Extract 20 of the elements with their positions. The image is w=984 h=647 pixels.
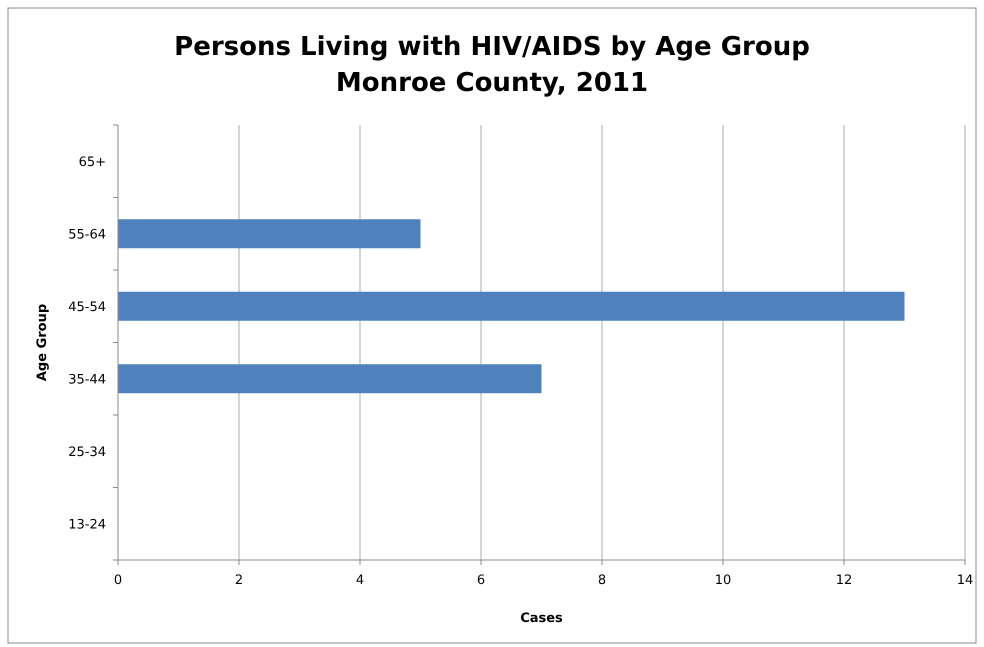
x-tick-label: 2: [234, 573, 244, 588]
y-tick-label: 55-64: [68, 227, 106, 242]
chart-title: Persons Living with HIV/AIDS by Age Group Monroe County, 2011: [174, 32, 810, 98]
y-tick-label: 45-54: [68, 300, 106, 315]
x-tick-label: 0: [114, 573, 122, 588]
y-tick-label: 13-24: [68, 517, 106, 532]
x-tick-label: 12: [836, 573, 852, 588]
bar: [118, 364, 542, 394]
x-tick-label: 4: [356, 573, 364, 588]
y-axis-title: Age Group: [35, 304, 50, 382]
x-tick-label: 14: [956, 573, 974, 588]
x-axis-title: Cases: [520, 611, 564, 626]
x-tick-label: 8: [598, 573, 606, 588]
bar: [118, 292, 904, 321]
y-tick-label: 35-44: [68, 372, 106, 388]
x-tick-label: 10: [714, 573, 732, 588]
x-tick-label: 6: [476, 573, 486, 588]
bar: [118, 219, 420, 248]
y-tick-label: 65+: [78, 154, 106, 170]
y-tick-label: 25-34: [68, 444, 106, 460]
